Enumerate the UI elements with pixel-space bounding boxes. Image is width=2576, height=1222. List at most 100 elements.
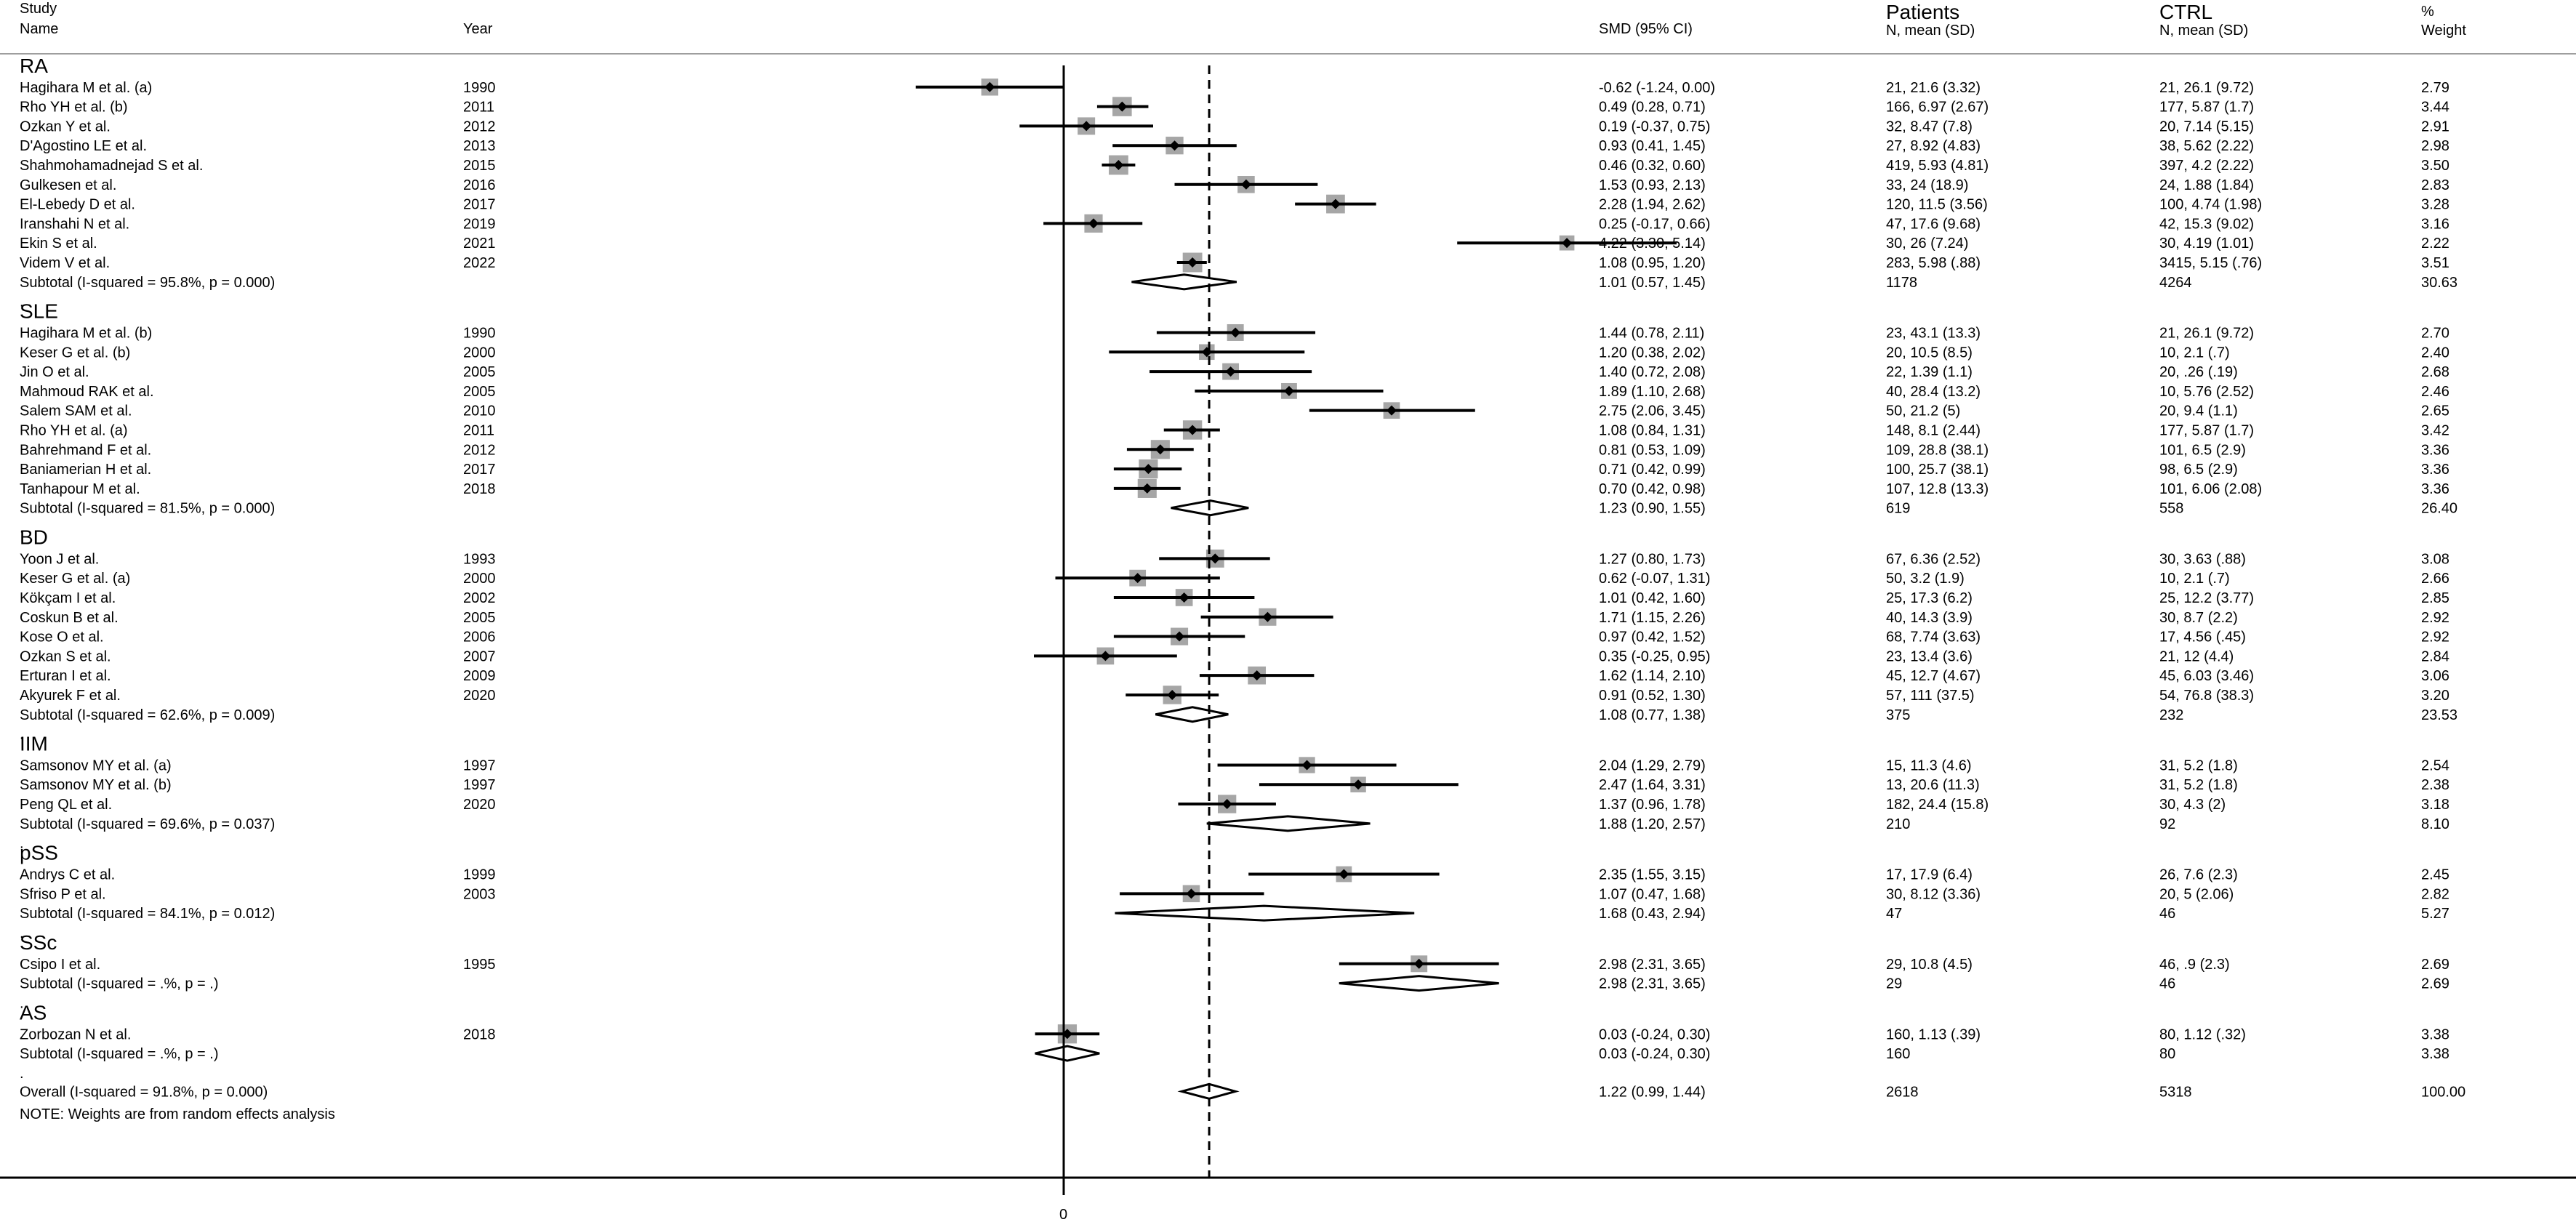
weight-value: 3.28 xyxy=(2421,197,2449,213)
study-name: Yoon J et al. xyxy=(20,551,99,567)
point-estimate xyxy=(1225,366,1236,377)
patients-value: 100, 25.7 (38.1) xyxy=(1886,462,1989,478)
point-estimate xyxy=(1141,483,1152,494)
study-name: Akyurek F et al. xyxy=(20,688,121,704)
smd-ci: 1.53 (0.93, 2.13) xyxy=(1599,177,1706,193)
study-year: 2018 xyxy=(463,481,496,497)
point-estimate xyxy=(1179,592,1189,603)
weight-value: 2.66 xyxy=(2421,571,2449,587)
smd-ci: 2.98 (2.31, 3.65) xyxy=(1599,957,1706,973)
smd-ci: 1.08 (0.84, 1.31) xyxy=(1599,422,1706,438)
point-estimate xyxy=(1210,553,1221,564)
weight-value: 3.36 xyxy=(2421,462,2449,478)
study-year: 2009 xyxy=(463,668,496,684)
point-estimate xyxy=(1251,670,1262,681)
weight-value: 2.38 xyxy=(2421,777,2449,793)
study-name: Coskun B et al. xyxy=(20,610,119,626)
smd-ci: 1.71 (1.15, 2.26) xyxy=(1599,610,1706,626)
ctrl-value: 17, 4.56 (.45) xyxy=(2159,630,2246,646)
study-year: 1997 xyxy=(463,777,496,793)
subtotal-diamond xyxy=(1206,815,1371,832)
ctrl-value: 10, 2.1 (.7) xyxy=(2159,571,2230,587)
smd-ci: 0.35 (-0.25, 0.95) xyxy=(1599,648,1710,664)
patients-value: 15, 11.3 (4.6) xyxy=(1886,757,1971,773)
patients-value: 160, 1.13 (.39) xyxy=(1886,1026,1981,1042)
smd-ci: 1.22 (0.99, 1.44) xyxy=(1599,1084,1706,1100)
smd-ci: 1.68 (0.43, 2.94) xyxy=(1599,906,1706,922)
weight-value: 3.06 xyxy=(2421,668,2449,684)
patients-value: 21, 21.6 (3.32) xyxy=(1886,80,1981,96)
study-name: Ekin S et al. xyxy=(20,236,97,252)
smd-ci: 0.19 (-0.37, 0.75) xyxy=(1599,118,1710,134)
ctrl-value: 20, 7.14 (5.15) xyxy=(2159,118,2254,134)
patients-value: 40, 14.3 (3.9) xyxy=(1886,610,1973,626)
smd-ci: 1.23 (0.90, 1.55) xyxy=(1599,501,1706,517)
weight-value: 2.54 xyxy=(2421,757,2449,773)
patients-value: 47 xyxy=(1886,906,1902,922)
ctrl-value: 54, 76.8 (38.3) xyxy=(2159,688,2254,704)
ctrl-value: 101, 6.5 (2.9) xyxy=(2159,442,2246,458)
study-name: Keser G et al. (b) xyxy=(20,345,130,361)
weight-value: 2.22 xyxy=(2421,236,2449,252)
weight-value: 2.46 xyxy=(2421,384,2449,400)
study-year: 2017 xyxy=(463,462,496,478)
study-year: 2011 xyxy=(463,100,494,116)
subtotal-label: Overall (I-squared = 91.8%, p = 0.000) xyxy=(20,1084,268,1100)
smd-ci: 2.04 (1.29, 2.79) xyxy=(1599,757,1706,773)
subtotal-label: Subtotal (I-squared = 69.6%, p = 0.037) xyxy=(20,816,275,832)
group-label: pSS xyxy=(20,842,58,864)
weight-value: 2.98 xyxy=(2421,138,2449,154)
patients-value: 2618 xyxy=(1886,1084,1919,1100)
study-name: Kose O et al. xyxy=(20,630,104,646)
patients-value: 182, 24.4 (15.8) xyxy=(1886,797,1989,813)
weight-value: 3.08 xyxy=(2421,551,2449,567)
smd-ci: 1.37 (0.96, 1.78) xyxy=(1599,797,1706,813)
study-name: Mahmoud RAK et al. xyxy=(20,384,154,400)
smd-ci: 0.71 (0.42, 0.99) xyxy=(1599,462,1706,478)
subtotal-diamond xyxy=(1035,1045,1100,1062)
point-estimate xyxy=(1187,257,1198,268)
smd-ci: 1.08 (0.95, 1.20) xyxy=(1599,255,1706,271)
weight-value: 2.91 xyxy=(2421,118,2449,134)
group-label: BD xyxy=(20,526,48,549)
weight-value: 3.18 xyxy=(2421,797,2449,813)
patients-value: 23, 13.4 (3.6) xyxy=(1886,648,1973,664)
study-year: 2020 xyxy=(463,797,496,813)
smd-ci: 1.88 (1.20, 2.57) xyxy=(1599,816,1706,832)
point-estimate xyxy=(1132,573,1143,584)
weight-value: 3.44 xyxy=(2421,100,2449,116)
study-year: 2017 xyxy=(463,197,496,213)
ctrl-value: 10, 2.1 (.7) xyxy=(2159,345,2230,361)
smd-ci: 1.40 (0.72, 2.08) xyxy=(1599,364,1706,380)
smd-ci: 1.89 (1.10, 2.68) xyxy=(1599,384,1706,400)
smd-ci: 0.93 (0.41, 1.45) xyxy=(1599,138,1706,154)
smd-ci: 2.75 (2.06, 3.45) xyxy=(1599,403,1706,419)
study-year: 2019 xyxy=(463,216,496,232)
point-estimate xyxy=(1117,101,1128,112)
patients-value: 29 xyxy=(1886,976,1902,992)
group-label: AS xyxy=(20,1001,47,1024)
patients-value: 25, 17.3 (6.2) xyxy=(1886,590,1973,606)
subtotal-label: Subtotal (I-squared = .%, p = .) xyxy=(20,976,218,992)
weight-value: 2.69 xyxy=(2421,976,2449,992)
smd-ci: 0.81 (0.53, 1.09) xyxy=(1599,442,1706,458)
study-name: Ozkan S et al. xyxy=(20,648,111,664)
smd-ci: 2.35 (1.55, 3.15) xyxy=(1599,867,1706,883)
group-label: IIM xyxy=(20,733,48,755)
patients-value: 1178 xyxy=(1886,275,1917,291)
patients-value: 283, 5.98 (.88) xyxy=(1886,255,1981,271)
header-weight: % xyxy=(2421,4,2434,20)
ctrl-value: 46 xyxy=(2159,976,2175,992)
study-year: 2005 xyxy=(463,384,496,400)
study-name: El-Lebedy D et al. xyxy=(20,197,135,213)
study-name: Erturan I et al. xyxy=(20,668,111,684)
ctrl-value: 20, .26 (.19) xyxy=(2159,364,2238,380)
study-year: 2005 xyxy=(463,610,496,626)
point-estimate xyxy=(1088,218,1099,229)
point-estimate xyxy=(1387,405,1397,416)
point-estimate xyxy=(1230,327,1241,338)
weight-value: 2.69 xyxy=(2421,957,2449,973)
smd-ci: 0.70 (0.42, 0.98) xyxy=(1599,481,1706,497)
ctrl-value: 100, 4.74 (1.98) xyxy=(2159,197,2262,213)
